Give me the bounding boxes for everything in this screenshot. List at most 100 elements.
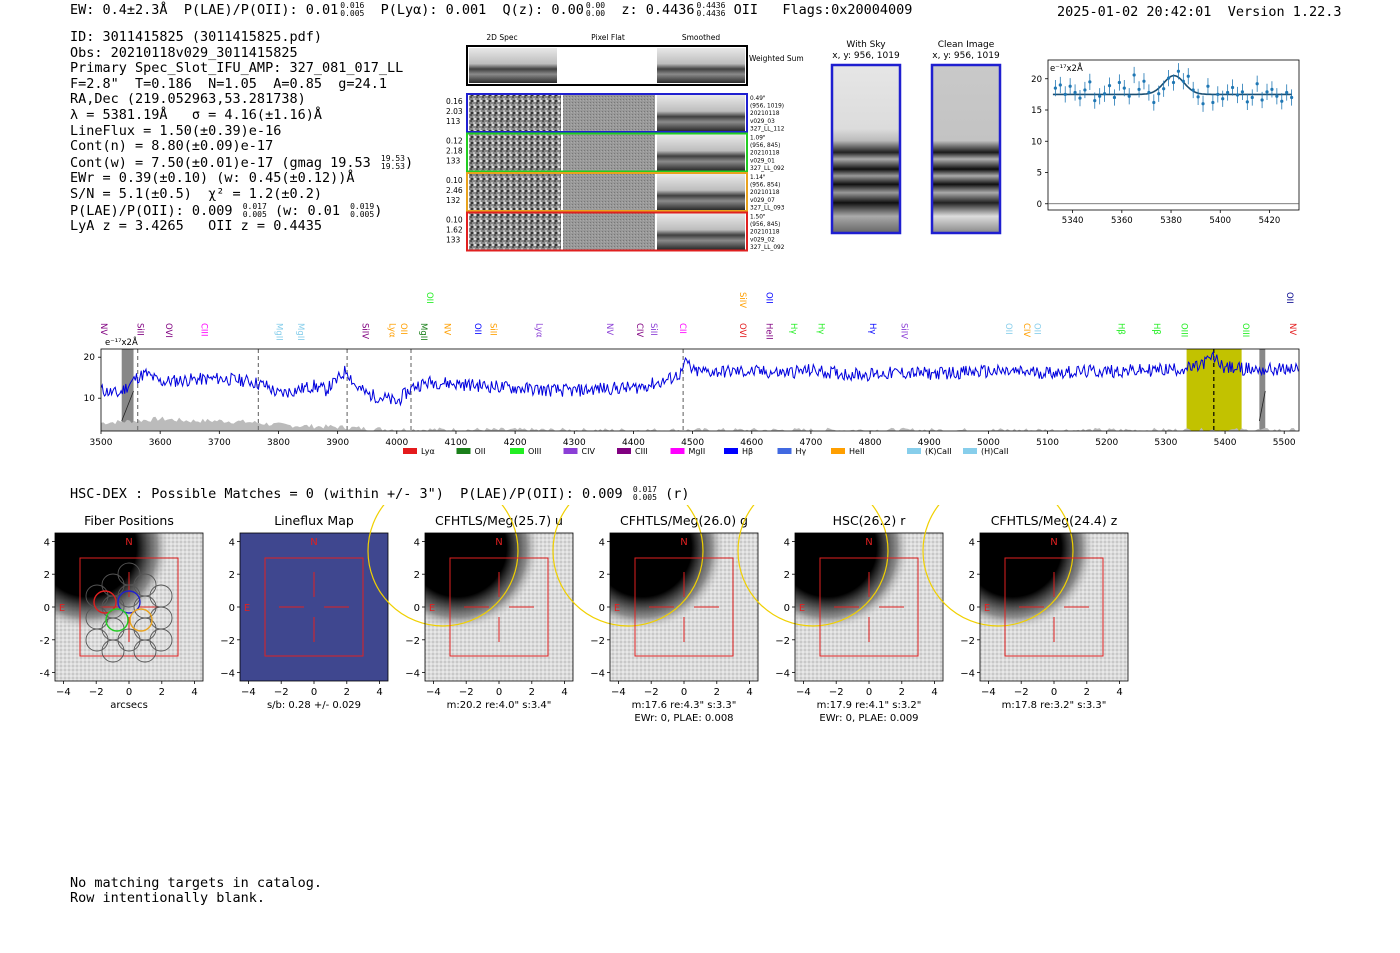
- spec-xtick-label: 4800: [859, 438, 882, 448]
- spec2d-image: [469, 95, 561, 131]
- fit-point: [1152, 100, 1156, 105]
- timestamp-version: 2025-01-02 20:42:01 Version 1.22.3: [1057, 4, 1342, 20]
- stamp-ytick-label: 2: [44, 570, 50, 581]
- legend-label: OIII: [528, 447, 541, 456]
- z-hi: 0.4436: [696, 1, 726, 10]
- fit-ytick-label: 5: [1037, 169, 1042, 179]
- cutout-right-label: (956, 845): [750, 222, 780, 228]
- full-spectrum-chart: NV SiII OVI CIII MgII MgII SiIV Lyα OII MgII NV OII…: [84, 292, 1300, 456]
- spectral-line-label: OII: [764, 292, 774, 304]
- smoothed-image: [657, 174, 745, 210]
- cutout-right-label: v029_02: [750, 237, 775, 243]
- east-label: E: [429, 603, 435, 614]
- spectral-line-label: OVI: [737, 323, 747, 338]
- spec-xtick-label: 3900: [326, 438, 349, 448]
- spec-xtick-label: 3500: [90, 438, 113, 448]
- info-plae: P(LAE)/P(OII): 0.009 0.017 0.005 (w: 0.01…: [70, 201, 383, 219]
- fit-point: [1285, 90, 1289, 95]
- legend-label: HeII: [849, 447, 865, 456]
- cutout-right-label: 20210118: [750, 151, 780, 157]
- fit-point: [1275, 94, 1279, 98]
- info-lineflux: LineFlux = 1.50(±0.39)e-16: [70, 122, 282, 139]
- spec2d-image: [469, 134, 561, 171]
- cutout-left-label: 2.18: [446, 147, 463, 156]
- east-label: E: [244, 603, 250, 614]
- spectral-line-label: CIV: [634, 323, 644, 337]
- east-label: E: [59, 603, 65, 614]
- spectral-line-label: OVI: [163, 323, 173, 338]
- legend-swatch: [831, 448, 845, 454]
- spec-ytick-label: 10: [84, 394, 96, 404]
- spectral-line-label: OII: [424, 292, 434, 304]
- stamp-panel: Lineflux Map N E 4 −4 2 −2 0 0 −2 2 −4 4 s/b: 0.28 +/…: [220, 513, 389, 711]
- spec-xtick-label: 4300: [563, 438, 586, 448]
- cutout-left-label: 0.16: [446, 97, 463, 106]
- stamp-ytick-label: −4: [590, 669, 605, 680]
- fiber-circle: [133, 639, 157, 663]
- legend-label: CIII: [635, 447, 648, 456]
- spectral-line-label: NV: [1287, 323, 1297, 335]
- spectral-line-label: Lyα: [533, 323, 543, 338]
- spectral-line-label: SiII: [135, 323, 145, 336]
- stamp-ytick-label: 2: [969, 570, 975, 581]
- stamp-ytick-label: −2: [775, 636, 790, 647]
- fit-point: [1102, 92, 1107, 96]
- cutout-right-label: (956, 1019): [750, 104, 784, 110]
- contw-range: 19.53 19.53: [381, 154, 405, 171]
- fit-point: [1068, 84, 1072, 88]
- stamp-ytick-label: −4: [775, 669, 790, 680]
- cutout-right-label: 1.09": [750, 136, 766, 142]
- fit-point: [1280, 99, 1284, 103]
- aperture-ellipse: [922, 505, 1074, 627]
- fiber-circle: [85, 628, 109, 652]
- cutout-right-label: 0.49": [750, 96, 766, 102]
- stamp-ytick-label: 0: [784, 603, 790, 614]
- fit-xtick-label: 5380: [1160, 216, 1182, 226]
- north-label: N: [310, 537, 317, 548]
- stamp-ytick-label: −2: [40, 636, 50, 647]
- clean-image: [930, 63, 1002, 235]
- fit-point: [1157, 92, 1161, 96]
- stamp-ytick-label: 4: [44, 537, 50, 548]
- fit-point: [1186, 74, 1190, 78]
- stamp-xtick-label: 4: [561, 687, 567, 698]
- fit-unit-label: e⁻¹⁷x2Å: [1050, 62, 1083, 74]
- search-box: [264, 557, 364, 657]
- fiber-circle: [101, 573, 125, 597]
- search-box: [634, 557, 734, 657]
- fit-point: [1260, 98, 1264, 102]
- spectral-line-label: NV: [442, 323, 452, 335]
- north-label: N: [1050, 537, 1057, 548]
- legend-label: (K)CaII: [925, 447, 952, 456]
- spectral-line-label: Hγ: [788, 323, 798, 334]
- fiber-circle: [149, 628, 173, 652]
- stamp-xtick-label: 4: [1116, 687, 1122, 698]
- legend-label: Hβ: [742, 447, 753, 456]
- spectrum-line: [100, 350, 1299, 407]
- east-label: E: [614, 603, 620, 614]
- qz-hi: 0.00: [585, 1, 606, 10]
- stamp-ytick-label: 4: [969, 537, 975, 548]
- stamp-xtick-label: 2: [1084, 687, 1090, 698]
- fit-point: [1162, 87, 1166, 91]
- plya-value: P(Lyα): 0.001: [380, 2, 487, 18]
- fit-point: [1098, 94, 1102, 98]
- stamp-ytick-label: 4: [599, 537, 605, 548]
- cutout-right-label: 327_LL_092: [750, 166, 785, 172]
- stamp-title: HSC(26.2) r: [833, 513, 907, 528]
- version: Version 1.22.3: [1227, 4, 1342, 20]
- fit-point: [1206, 84, 1210, 88]
- stamp-caption: m:17.6 re:4.3" s:3.3": [632, 700, 737, 711]
- line-fit-chart: e⁻¹⁷x2Å 5340 5360 5380 5400 5420 0 5 10 15 20: [1031, 59, 1300, 226]
- smoothed-image: [657, 134, 745, 171]
- stamp-xtick-label: 0: [681, 687, 687, 698]
- cutout-right-label: 327_LL_092: [750, 245, 785, 251]
- spectral-line-label: NV: [98, 323, 108, 335]
- stamp-source-blob: [610, 533, 758, 681]
- info-lyaz: LyA z = 3.4265 OII z = 0.4435: [70, 218, 322, 235]
- fit-point: [1137, 87, 1141, 91]
- cutout-frame: [466, 211, 748, 252]
- timestamp: 2025-01-02 20:42:01: [1057, 4, 1212, 20]
